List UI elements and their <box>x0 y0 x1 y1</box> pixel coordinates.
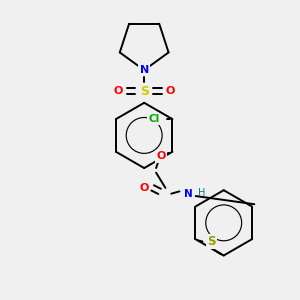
Text: N: N <box>184 189 193 199</box>
Text: O: O <box>165 86 175 96</box>
Text: O: O <box>114 86 123 96</box>
Text: Cl: Cl <box>148 114 159 124</box>
Text: O: O <box>156 152 166 161</box>
Text: O: O <box>140 183 149 193</box>
Text: S: S <box>140 85 149 98</box>
Text: S: S <box>208 235 216 248</box>
Text: H: H <box>198 188 206 197</box>
Text: N: N <box>140 65 149 75</box>
